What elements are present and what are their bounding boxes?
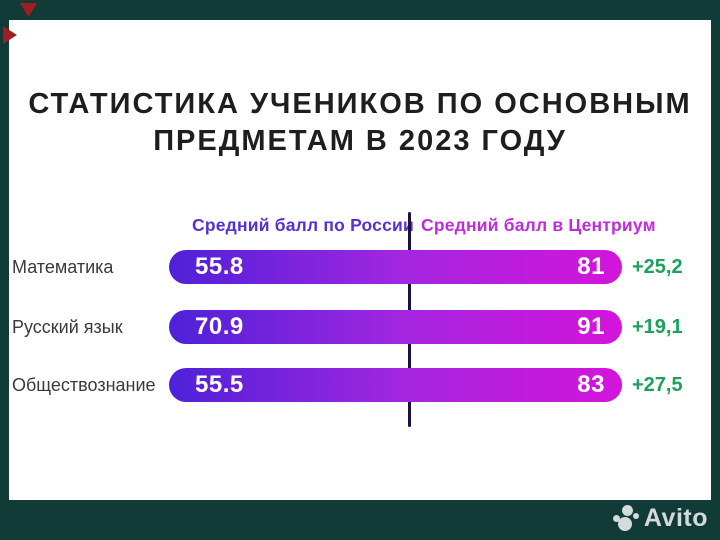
russia-value: 70.9 bbox=[195, 313, 244, 340]
legend-centrium-label: Средний балл в Центриум bbox=[421, 215, 656, 235]
page-title-line1: СТАТИСТИКА УЧЕНИКОВ ПО ОСНОВНЫМ bbox=[28, 88, 692, 120]
red-triangle-right-icon bbox=[3, 26, 17, 44]
delta-russkiy-yazyk: +19,1 bbox=[632, 316, 683, 338]
legend-russia-label: Средний балл по России bbox=[192, 215, 414, 235]
delta-matematika: +25,2 bbox=[632, 256, 683, 278]
page-title: СТАТИСТИКА УЧЕНИКОВ ПО ОСНОВНЫМ ПРЕДМЕТА… bbox=[0, 86, 720, 160]
delta-obshchestvoznanie: +27,5 bbox=[632, 374, 683, 396]
centrium-value: 91 bbox=[577, 313, 605, 340]
avito-logo-icon bbox=[612, 503, 639, 533]
frame-top-bar bbox=[0, 0, 720, 20]
avito-watermark: Avito bbox=[612, 503, 708, 533]
frame-left-bar bbox=[0, 0, 9, 540]
avito-watermark-text: Avito bbox=[643, 503, 708, 532]
bar-russkiy-yazyk: 70.9 91 bbox=[169, 310, 622, 344]
bar-matematika: 55.8 81 bbox=[169, 250, 622, 284]
row-label-matematika: Математика bbox=[12, 257, 114, 277]
bar-obshchestvoznanie: 55.5 83 bbox=[169, 368, 622, 402]
centrium-value: 81 bbox=[577, 253, 605, 280]
row-label-russkiy-yazyk: Русский язык bbox=[12, 317, 123, 337]
page-title-line2: ПРЕДМЕТАМ В 2023 ГОДУ bbox=[153, 125, 567, 157]
row-label-obshchestvoznanie: Обществознание bbox=[12, 375, 156, 395]
russia-value: 55.5 bbox=[195, 371, 244, 398]
centrium-value: 83 bbox=[577, 371, 605, 398]
russia-value: 55.8 bbox=[195, 253, 244, 280]
frame-bottom-bar bbox=[0, 500, 720, 540]
frame-right-bar bbox=[711, 0, 720, 540]
